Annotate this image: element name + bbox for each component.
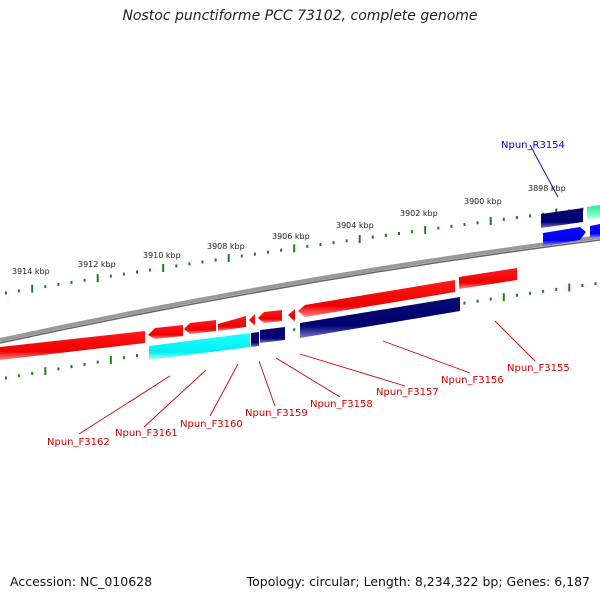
gene-feature-forward[interactable] xyxy=(258,310,282,323)
callout-line xyxy=(529,144,559,198)
callout-line xyxy=(209,363,239,417)
gene-label-Npun_F3156[interactable]: Npun_F3156 xyxy=(441,375,504,386)
gene-feature-reverse[interactable] xyxy=(541,208,583,228)
reverse-strand-genes xyxy=(149,205,600,360)
gene-feature-cds[interactable] xyxy=(149,333,250,360)
gene-feature-rna[interactable] xyxy=(543,227,586,246)
scale-label: 3898 kbp xyxy=(528,184,566,193)
gene-label-Npun_F3159[interactable]: Npun_F3159 xyxy=(245,408,308,419)
scale-label: 3902 kbp xyxy=(400,209,438,218)
callout-line xyxy=(78,375,171,435)
gene-feature-forward[interactable] xyxy=(249,314,255,326)
callout-line xyxy=(275,357,341,398)
accession-text: Accession: NC_010628 xyxy=(10,574,153,589)
scale-label: 3914 kbp xyxy=(12,267,50,276)
callout-line xyxy=(494,320,536,362)
gene-feature-forward[interactable] xyxy=(288,309,295,322)
callout-line xyxy=(258,360,276,407)
gene-feature-forward[interactable] xyxy=(459,268,517,289)
scale-label: 3910 kbp xyxy=(143,251,181,260)
scale-label: 3908 kbp xyxy=(207,242,245,251)
gene-label-Npun_F3161[interactable]: Npun_F3161 xyxy=(115,428,178,439)
genome-summary-text: Topology: circular; Length: 8,234,322 bp… xyxy=(246,574,590,589)
gene-feature-forward[interactable] xyxy=(0,331,145,360)
gene-label-Npun_F3155[interactable]: Npun_F3155 xyxy=(507,363,570,374)
gene-labels: Npun_R3154 Npun_F3155 Npun_F3156 Npun_F3… xyxy=(47,140,570,448)
scale-label: 3906 kbp xyxy=(272,232,310,241)
gene-label-Npun_F3158[interactable]: Npun_F3158 xyxy=(310,399,373,410)
gene-feature-forward[interactable] xyxy=(184,320,216,334)
genome-backbone xyxy=(0,235,600,342)
callout-line xyxy=(382,340,471,374)
map-title: Nostoc punctiforme PCC 73102, complete g… xyxy=(122,8,478,24)
gene-label-Npun_F3157[interactable]: Npun_F3157 xyxy=(376,387,439,398)
gene-feature-other[interactable] xyxy=(587,205,600,219)
outer-scale-ring xyxy=(5,206,597,295)
gene-feature-forward[interactable] xyxy=(298,280,455,317)
gene-label-Npun_F3160[interactable]: Npun_F3160 xyxy=(180,419,243,430)
scale-label: 3904 kbp xyxy=(336,221,374,230)
gene-label-Npun_F3162[interactable]: Npun_F3162 xyxy=(47,437,110,448)
forward-strand-genes xyxy=(0,268,517,360)
gene-feature-reverse[interactable] xyxy=(300,297,460,338)
gene-feature-rna[interactable] xyxy=(590,224,600,238)
scale-label: 3912 kbp xyxy=(78,260,116,269)
genome-backbone-shadow xyxy=(0,239,600,344)
callout-line xyxy=(299,353,406,387)
callout-line xyxy=(143,369,207,428)
gene-feature-forward[interactable] xyxy=(218,316,246,331)
scale-label: 3900 kbp xyxy=(464,197,502,206)
gene-feature-reverse[interactable] xyxy=(251,332,259,347)
gene-feature-reverse[interactable] xyxy=(260,327,285,343)
gene-feature-forward[interactable] xyxy=(148,325,183,339)
scale-labels: 3914 kbp 3912 kbp 3910 kbp 3908 kbp 3906… xyxy=(12,184,566,276)
callout-lines xyxy=(78,144,559,435)
gene-label-Npun_R3154[interactable]: Npun_R3154 xyxy=(501,140,565,151)
